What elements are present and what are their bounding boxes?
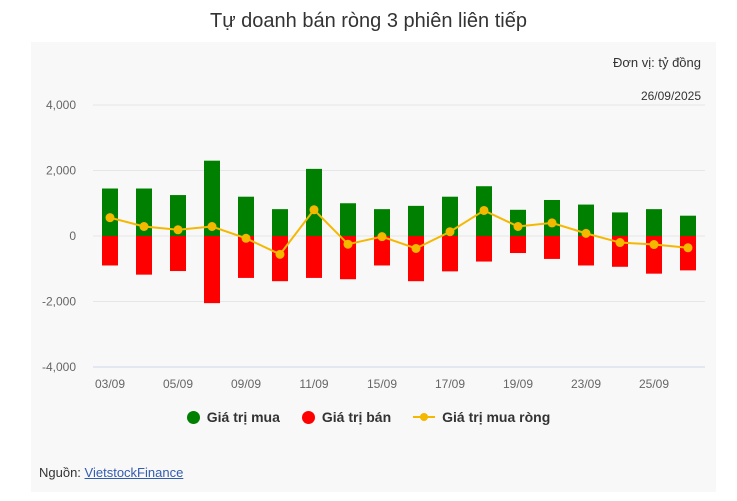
bar-buy — [374, 209, 390, 236]
bar-sell — [442, 236, 458, 272]
net-line — [109, 208, 689, 256]
net-point — [309, 205, 319, 215]
net-point — [513, 222, 523, 232]
x-tick-label: 19/09 — [503, 377, 533, 391]
bar-buy — [272, 209, 288, 236]
x-tick-label: 05/09 — [163, 377, 193, 391]
legend-buy-marker — [186, 410, 200, 424]
bar-sell — [544, 236, 560, 259]
net-point — [581, 228, 591, 238]
net-point — [173, 225, 183, 235]
bar-buy — [136, 188, 152, 236]
unit-label: Đơn vị: tỷ đồng — [612, 55, 701, 70]
bar-buy — [306, 168, 322, 236]
net-point — [683, 243, 693, 253]
legend-item-sell[interactable]: Giá trị bán — [301, 409, 392, 425]
bar-buy — [204, 160, 220, 236]
net-point — [105, 213, 115, 223]
bar-buy — [612, 212, 628, 236]
bar-sell — [340, 236, 356, 280]
legend-sell-label: Giá trị bán — [321, 409, 392, 425]
y-tick-label: 4,000 — [46, 98, 76, 112]
bar-buy — [102, 188, 118, 236]
x-tick-label: 15/09 — [367, 377, 397, 391]
chart-title: Tự doanh bán ròng 3 phiên liên tiếp — [210, 10, 527, 32]
bar-buy — [578, 204, 594, 236]
x-tick-label: 09/09 — [231, 377, 261, 391]
bar-buy — [238, 196, 254, 236]
bar-sell — [510, 236, 526, 254]
legend-item-net[interactable]: Giá trị mua ròng — [413, 409, 550, 425]
bar-sell — [578, 236, 594, 266]
date-label: 26/09/2025 — [640, 89, 701, 103]
y-tick-label: 2,000 — [46, 164, 76, 178]
y-axis-labels: -4,000 -2,000 0 2,000 4,000 — [42, 98, 76, 374]
y-tick-label: -2,000 — [42, 295, 76, 309]
bar-sell — [102, 236, 118, 266]
source-prefix: Nguồn: — [39, 465, 85, 480]
source-link[interactable]: VietstockFinance — [84, 465, 184, 480]
source-note: Nguồn: VietstockFinance — [39, 465, 183, 480]
bar-buy — [340, 203, 356, 236]
bar-buy — [544, 199, 560, 236]
bar-sell — [238, 236, 254, 278]
x-axis-labels: 03/09 05/09 09/09 11/09 15/09 17/09 19/09 23/09… — [95, 377, 669, 391]
bar-sell — [170, 236, 186, 272]
bar-sell — [476, 236, 492, 262]
net-point — [343, 239, 353, 249]
legend-net-label: Giá trị mua ròng — [442, 409, 551, 425]
bar-buy — [442, 196, 458, 236]
legend-sell-marker — [301, 410, 315, 424]
net-point — [615, 238, 625, 248]
bar-sell — [136, 236, 152, 275]
grid-layer — [93, 104, 705, 368]
legend-item-buy[interactable]: Giá trị mua — [186, 409, 280, 425]
net-point — [139, 222, 149, 232]
bar-sell — [408, 236, 424, 282]
net-point — [377, 232, 387, 242]
bar-buy — [170, 195, 186, 236]
net-point — [479, 205, 489, 215]
y-tick-label: 0 — [69, 229, 76, 243]
net-point — [445, 227, 455, 237]
bar-sell — [204, 236, 220, 304]
x-tick-label: 25/09 — [639, 377, 669, 391]
bar-buy — [408, 205, 424, 236]
net-point — [275, 249, 285, 259]
legend: Giá trị mua Giá trị bán Giá trị mua ròng — [0, 409, 737, 425]
net-point — [547, 218, 557, 228]
x-tick-label: 11/09 — [299, 377, 328, 391]
net-point — [207, 222, 217, 232]
bar-sell — [680, 236, 696, 271]
net-point — [241, 233, 251, 243]
x-tick-label: 23/09 — [571, 377, 601, 391]
net-line-layer — [105, 205, 693, 259]
net-point — [411, 243, 421, 253]
net-point — [649, 240, 659, 250]
bar-layer — [102, 160, 696, 304]
bar-buy — [646, 209, 662, 236]
legend-buy-label: Giá trị mua — [206, 409, 280, 425]
legend-net-marker — [413, 411, 436, 424]
bar-buy — [680, 215, 696, 236]
x-tick-label: 03/09 — [95, 377, 125, 391]
bar-sell — [374, 236, 390, 266]
bar-sell — [306, 236, 322, 278]
x-tick-label: 17/09 — [435, 377, 465, 391]
y-tick-label: -4,000 — [42, 360, 76, 374]
